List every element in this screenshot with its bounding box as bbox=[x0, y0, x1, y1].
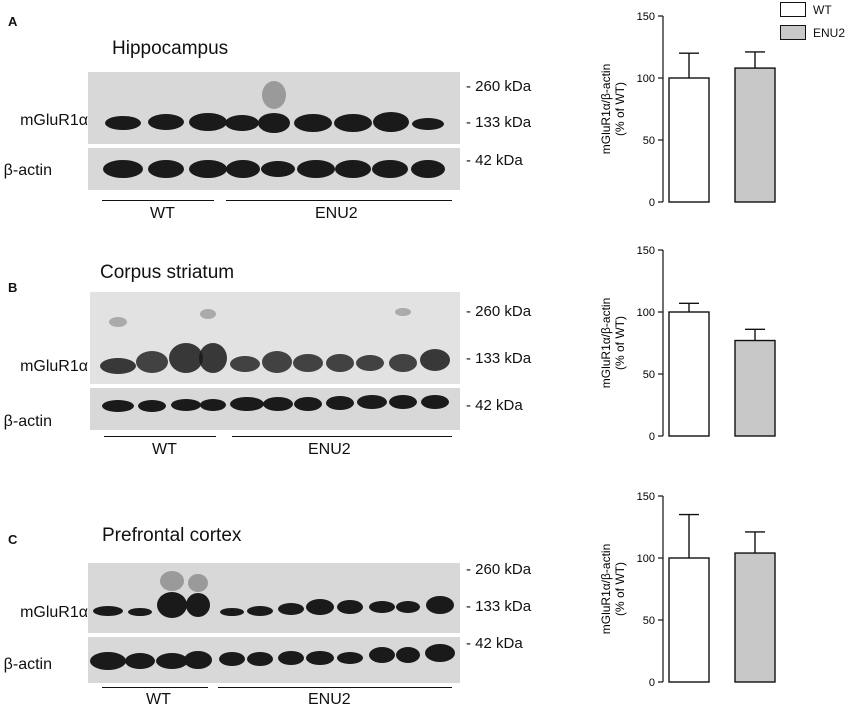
bar-enu2 bbox=[734, 552, 776, 683]
mglur-bands bbox=[93, 571, 454, 618]
y-tick-label: 100 bbox=[637, 307, 655, 319]
y-axis-label-unit: (% of WT) bbox=[613, 316, 627, 370]
marker-c-260: - 260 kDa bbox=[466, 561, 532, 578]
y-tick-label: 0 bbox=[649, 431, 655, 443]
bar-chart-b-svg: 150 100 50 0 mGluR1α/β-actin (% of WT) bbox=[599, 245, 776, 443]
marker-c-133: - 133 kDa bbox=[466, 598, 532, 615]
region-title-b: Corpus striatum bbox=[100, 262, 235, 283]
legend-label-enu2: ENU2 bbox=[813, 26, 846, 40]
group-line-c-wt bbox=[102, 687, 208, 688]
group-line-c-enu2 bbox=[218, 687, 452, 688]
bar-chart-b: 150 100 50 0 mGluR1α/β-actin (% of WT) bbox=[580, 236, 780, 454]
mglur-bands bbox=[105, 81, 444, 133]
y-axis-label: mGluR1α/β-actin bbox=[599, 64, 613, 155]
group-label-a-enu2: ENU2 bbox=[315, 205, 358, 222]
y-tick-label: 0 bbox=[649, 677, 655, 689]
bar-enu2 bbox=[734, 67, 776, 203]
blot-membrane-mglur bbox=[88, 563, 460, 633]
panel-letter-a: A bbox=[8, 14, 18, 29]
y-tick-label: 100 bbox=[637, 73, 655, 85]
y-tick-label: 50 bbox=[643, 135, 655, 147]
actin-bands bbox=[102, 395, 449, 412]
region-title-a: Hippocampus bbox=[112, 38, 229, 59]
y-axis-label-unit: (% of WT) bbox=[613, 562, 627, 616]
row-label-b-mglur: mGluR1α bbox=[20, 358, 88, 375]
group-line-a-wt bbox=[102, 200, 214, 201]
y-tick-label: 100 bbox=[637, 553, 655, 565]
group-line-a-enu2 bbox=[226, 200, 452, 201]
row-label-c-actin: β-actin bbox=[3, 656, 52, 673]
y-tick-label: 50 bbox=[643, 369, 655, 381]
mglur-bands bbox=[100, 308, 450, 374]
region-title-c: Prefrontal cortex bbox=[102, 525, 242, 546]
y-axis-label-unit: (% of WT) bbox=[613, 82, 627, 136]
bar-chart-c: 150 100 50 0 mGluR1α/β-actin (% of WT) bbox=[580, 482, 780, 700]
marker-a-133: - 133 kDa bbox=[466, 114, 532, 131]
legend-swatch-wt bbox=[780, 2, 806, 17]
row-label-a-mglur: mGluR1α bbox=[20, 112, 88, 129]
group-label-b-wt: WT bbox=[152, 441, 177, 458]
panel-letter-b: B bbox=[8, 280, 18, 295]
legend-swatch-enu2 bbox=[780, 25, 806, 40]
y-tick-label: 150 bbox=[637, 11, 655, 23]
western-blot-b bbox=[90, 292, 460, 430]
legend-label-wt: WT bbox=[813, 3, 832, 17]
actin-bands bbox=[90, 644, 455, 670]
panel-letter-c: C bbox=[8, 532, 18, 547]
bar-wt bbox=[668, 311, 710, 437]
y-tick-label: 150 bbox=[637, 491, 655, 503]
marker-b-260: - 260 kDa bbox=[466, 303, 532, 320]
group-label-c-enu2: ENU2 bbox=[308, 691, 351, 708]
marker-b-42: - 42 kDa bbox=[466, 397, 523, 414]
bar-chart-a-svg: 150 100 50 0 mGluR1α/β-actin (% of WT) bbox=[599, 11, 776, 209]
bar-wt bbox=[668, 77, 710, 203]
marker-c-42: - 42 kDa bbox=[466, 635, 523, 652]
group-label-a-wt: WT bbox=[150, 205, 175, 222]
group-line-b-enu2 bbox=[232, 436, 452, 437]
actin-bands bbox=[103, 160, 445, 178]
marker-a-42: - 42 kDa bbox=[466, 152, 523, 169]
bar-chart-a: 150 100 50 0 mGluR1α/β-actin (% of WT) bbox=[580, 2, 780, 220]
row-label-b-actin: β-actin bbox=[3, 413, 52, 430]
row-label-a-actin: β-actin bbox=[3, 162, 52, 179]
western-blot-a bbox=[88, 72, 460, 190]
marker-b-133: - 133 kDa bbox=[466, 350, 532, 367]
bar-enu2 bbox=[734, 339, 776, 437]
y-tick-label: 50 bbox=[643, 615, 655, 627]
y-axis-label: mGluR1α/β-actin bbox=[599, 298, 613, 389]
row-label-c-mglur: mGluR1α bbox=[20, 604, 88, 621]
group-label-b-enu2: ENU2 bbox=[308, 441, 351, 458]
y-tick-label: 150 bbox=[637, 245, 655, 257]
group-line-b-wt bbox=[104, 436, 216, 437]
y-tick-label: 0 bbox=[649, 197, 655, 209]
western-blot-c bbox=[88, 563, 460, 683]
group-label-c-wt: WT bbox=[146, 691, 171, 708]
bar-wt bbox=[668, 557, 710, 683]
marker-a-260: - 260 kDa bbox=[466, 78, 532, 95]
y-axis-label: mGluR1α/β-actin bbox=[599, 544, 613, 635]
bar-chart-c-svg: 150 100 50 0 mGluR1α/β-actin (% of WT) bbox=[599, 491, 776, 689]
